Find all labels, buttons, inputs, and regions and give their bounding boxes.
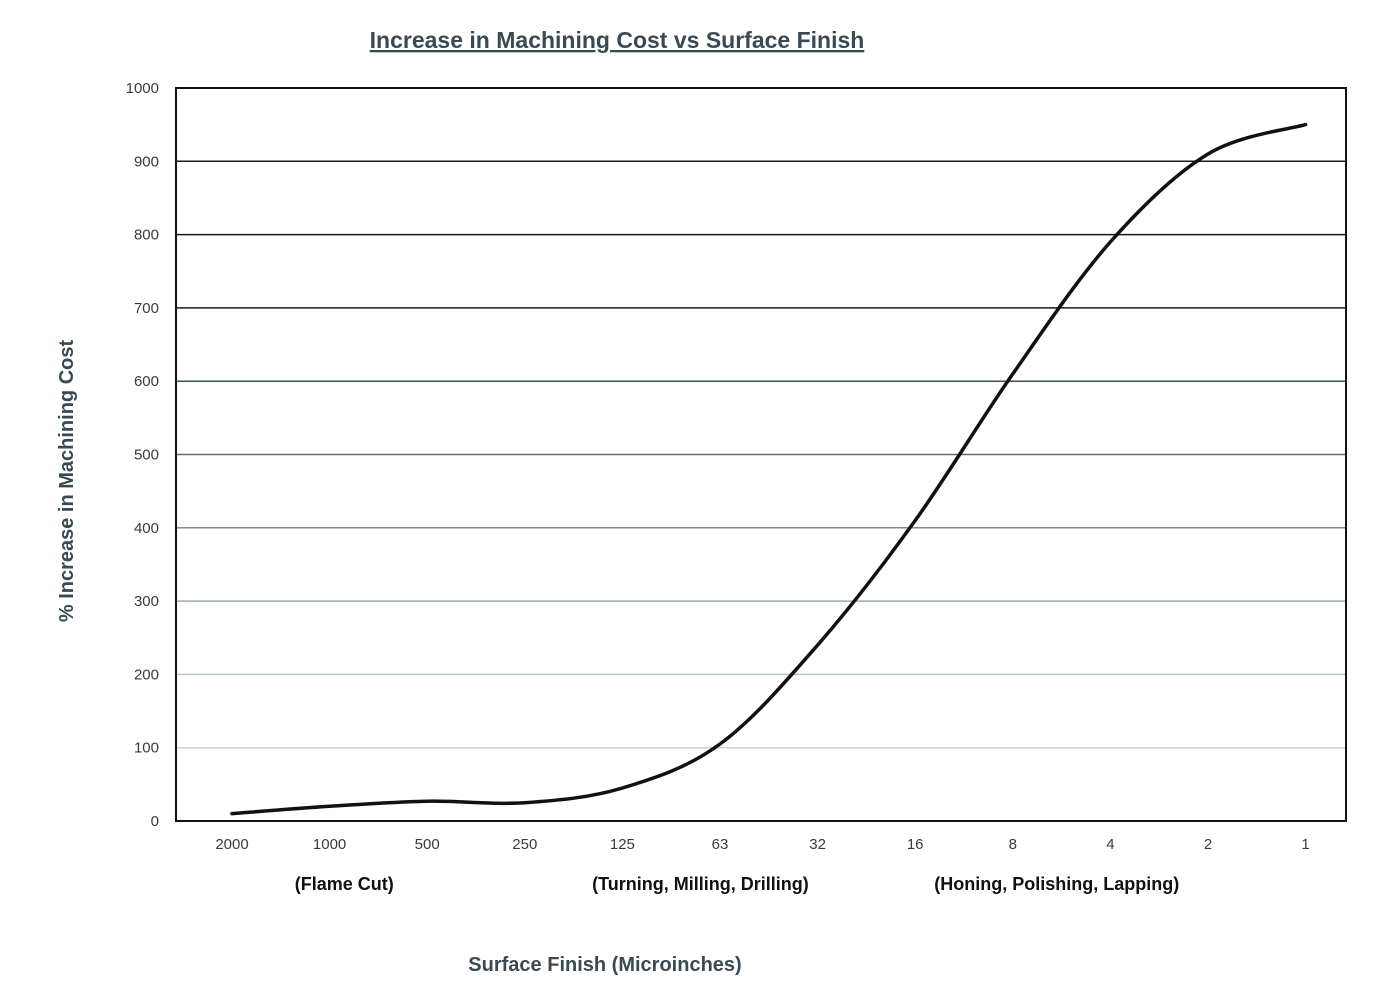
y-tick-label: 400 (134, 520, 159, 537)
x-tick-label: 16 (907, 836, 924, 853)
x-tick-label: 8 (1009, 836, 1017, 853)
y-tick-label: 1000 (126, 80, 159, 97)
y-tick-label: 200 (134, 666, 159, 683)
category-annotation: (Flame Cut) (295, 874, 394, 894)
x-tick-label: 1 (1301, 836, 1309, 853)
x-tick-label: 32 (809, 836, 826, 853)
category-annotation: (Turning, Milling, Drilling) (592, 874, 809, 894)
x-axis-label: Surface Finish (Microinches) (468, 954, 741, 976)
y-axis-ticks: 0 100 200 300 400 500 600 700 800 900 1000 (126, 80, 159, 830)
chart-title: Increase in Machining Cost vs Surface Fi… (370, 27, 865, 53)
category-annotation: (Honing, Polishing, Lapping) (934, 874, 1179, 894)
x-tick-label: 2 (1204, 836, 1212, 853)
y-tick-label: 0 (151, 813, 159, 830)
gridlines (176, 160, 1346, 749)
y-tick-label: 600 (134, 373, 159, 390)
x-tick-label: 125 (610, 836, 635, 853)
x-tick-label: 63 (712, 836, 729, 853)
x-tick-label: 1000 (313, 836, 346, 853)
y-tick-label: 100 (134, 740, 159, 757)
x-tick-label: 500 (415, 836, 440, 853)
series-line (230, 122, 1308, 816)
plot-frame (175, 87, 1347, 822)
x-tick-label: 4 (1106, 836, 1114, 853)
x-tick-label: 2000 (215, 836, 248, 853)
y-tick-label: 900 (134, 153, 159, 170)
x-axis-ticks: 2000 1000 500 250 125 63 32 16 8 4 2 1 (215, 836, 1309, 853)
annotations: (Flame Cut) (Turning, Milling, Drilling) (… (295, 874, 1179, 894)
y-tick-label: 700 (134, 300, 159, 317)
y-axis-label: % Increase in Machining Cost (56, 340, 78, 623)
x-tick-label: 250 (512, 836, 537, 853)
y-tick-label: 500 (134, 447, 159, 464)
y-tick-label: 800 (134, 227, 159, 244)
y-tick-label: 300 (134, 593, 159, 610)
